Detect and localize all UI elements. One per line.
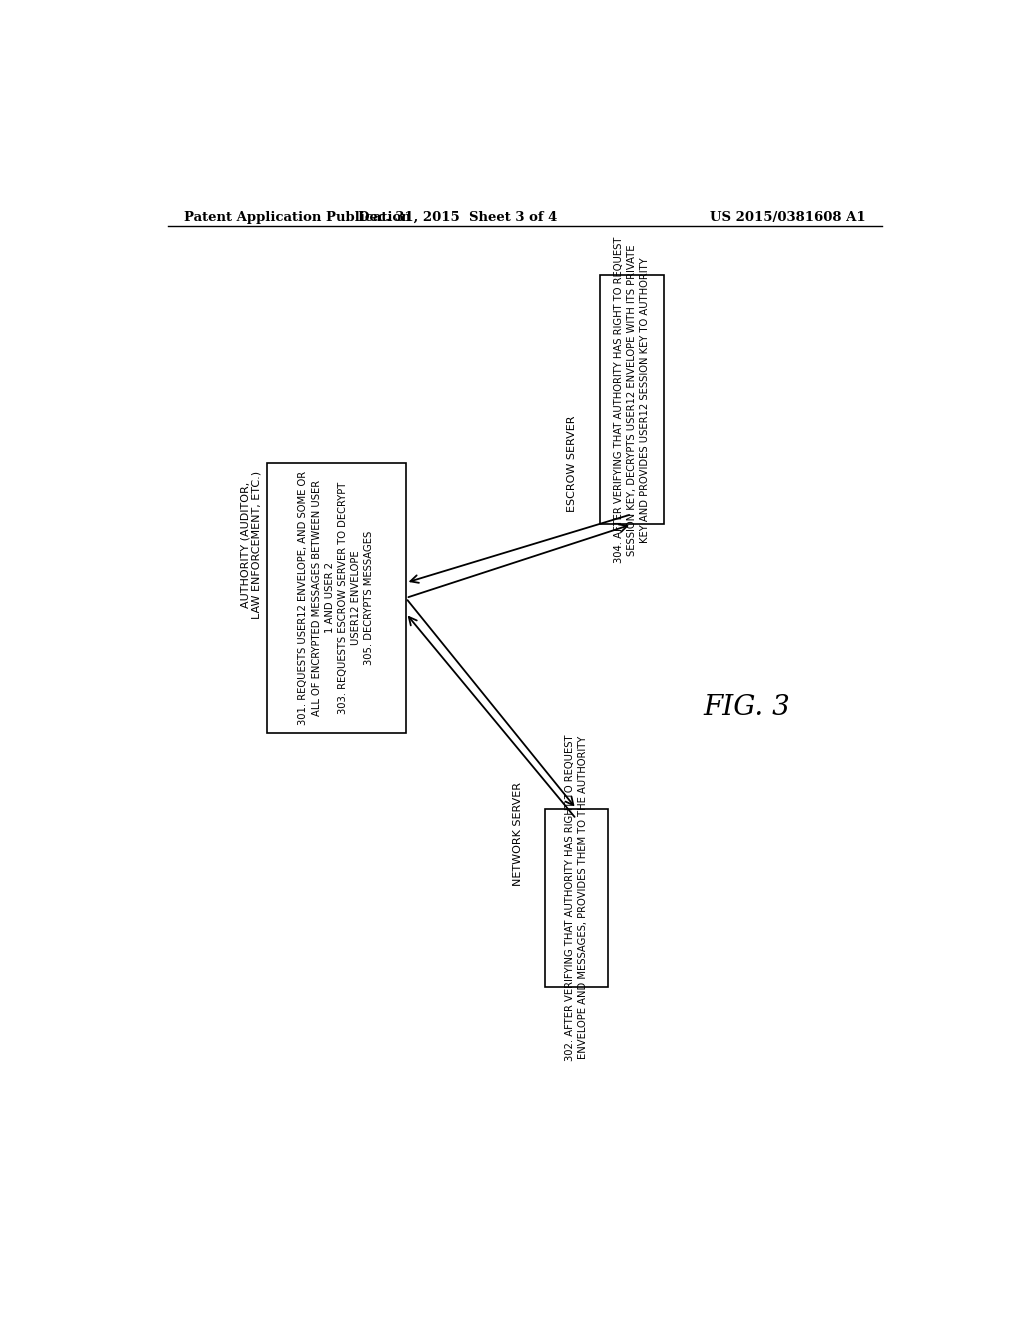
Text: 304. AFTER VERIFYING THAT AUTHORITY HAS RIGHT TO REQUEST
SESSION KEY, DECRYPTS U: 304. AFTER VERIFYING THAT AUTHORITY HAS …: [613, 236, 650, 564]
Text: NETWORK SERVER: NETWORK SERVER: [513, 783, 523, 886]
Text: US 2015/0381608 A1: US 2015/0381608 A1: [711, 211, 866, 224]
Bar: [545, 809, 608, 987]
Text: 301. REQUESTS USER12 ENVELOPE, AND SOME OR
ALL OF ENCRYPTED MESSAGES BETWEEN USE: 301. REQUESTS USER12 ENVELOPE, AND SOME …: [298, 471, 375, 725]
Text: Patent Application Publication: Patent Application Publication: [183, 211, 411, 224]
Bar: [600, 276, 664, 524]
Text: FIG. 3: FIG. 3: [703, 694, 791, 721]
Text: Dec. 31, 2015  Sheet 3 of 4: Dec. 31, 2015 Sheet 3 of 4: [357, 211, 557, 224]
Text: 302. AFTER VERIFYING THAT AUTHORITY HAS RIGHT TO REQUEST
ENVELOPE AND MESSAGES, : 302. AFTER VERIFYING THAT AUTHORITY HAS …: [565, 735, 588, 1061]
Bar: [267, 463, 406, 733]
Text: ESCROW SERVER: ESCROW SERVER: [567, 414, 578, 512]
Text: AUTHORITY (AUDITOR,
LAW ENFORCEMENT, ETC.): AUTHORITY (AUDITOR, LAW ENFORCEMENT, ETC…: [241, 470, 262, 619]
